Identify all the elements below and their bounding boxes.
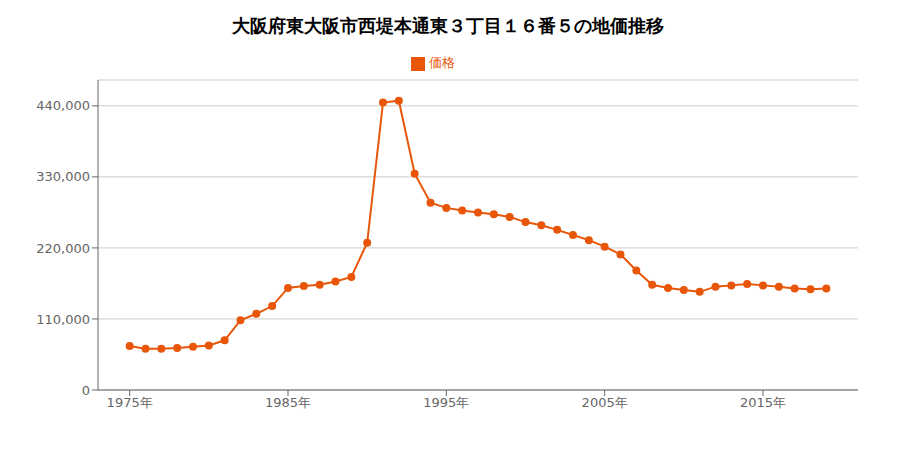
svg-text:1975年: 1975年 [107, 395, 153, 410]
svg-text:2005年: 2005年 [582, 395, 628, 410]
svg-text:1995年: 1995年 [423, 395, 469, 410]
html-text:大阪府東大阪市西堤本通東３丁目１６番５の地価推移: 大阪府東大阪市西堤本通東３丁目１６番５の地価推移 [232, 15, 664, 36]
svg-text:2015年: 2015年 [740, 395, 786, 410]
svg-text:330,000: 330,000 [36, 169, 90, 184]
svg-text:0: 0 [82, 383, 90, 398]
svg-text:1985年: 1985年 [265, 395, 311, 410]
svg-text:220,000: 220,000 [36, 241, 90, 256]
html-text:価格: 価格 [429, 55, 455, 70]
svg-text:110,000: 110,000 [36, 312, 90, 327]
svg-text:440,000: 440,000 [36, 98, 90, 113]
